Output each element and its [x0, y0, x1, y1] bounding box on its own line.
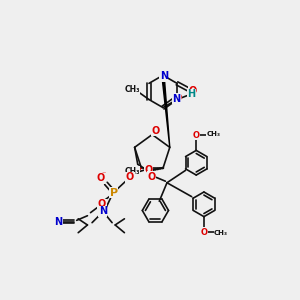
Text: O: O	[98, 199, 106, 209]
Text: N: N	[172, 94, 180, 104]
Text: CH₃: CH₃	[214, 230, 228, 236]
Polygon shape	[131, 168, 141, 177]
Text: CH₃: CH₃	[124, 167, 140, 176]
Text: N: N	[99, 206, 107, 216]
Text: O: O	[200, 227, 207, 236]
Text: O: O	[126, 172, 134, 182]
Text: O: O	[151, 126, 159, 136]
Text: N: N	[54, 217, 62, 227]
Polygon shape	[162, 75, 170, 147]
Text: O: O	[147, 172, 156, 182]
Text: O: O	[193, 130, 200, 140]
Text: CH₃: CH₃	[206, 131, 220, 137]
Text: O: O	[173, 93, 182, 103]
Text: O: O	[96, 173, 105, 183]
Text: CH₃: CH₃	[124, 85, 140, 94]
Text: O: O	[188, 86, 196, 96]
Text: N: N	[160, 71, 168, 81]
Text: H: H	[188, 89, 196, 99]
Text: ⁻: ⁻	[101, 170, 106, 179]
Text: O: O	[144, 164, 153, 175]
Text: P: P	[110, 188, 118, 198]
